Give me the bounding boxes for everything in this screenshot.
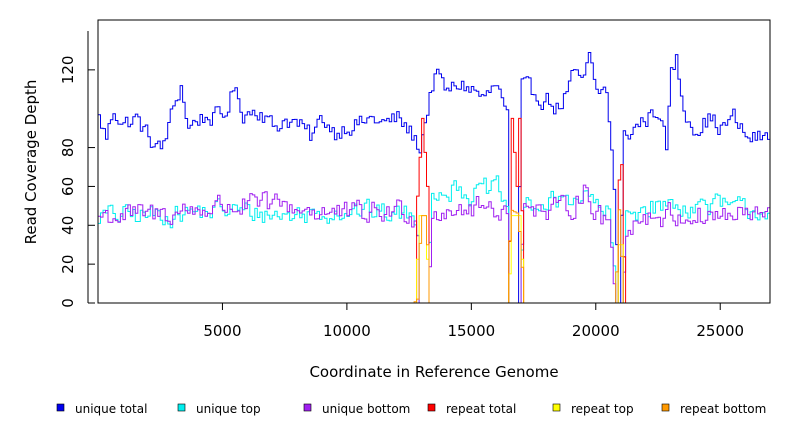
x-tick-label: 5000 (203, 322, 241, 340)
y-tick-label: 120 (59, 56, 77, 85)
y-tick-label: 80 (59, 138, 77, 157)
x-tick-label: 20000 (572, 322, 620, 340)
legend-swatch-repeat-top (552, 403, 561, 412)
x-axis: 5000 10000 15000 20000 25000 (203, 303, 744, 340)
series-repeat-bottom-line (98, 209, 770, 304)
legend-swatch-repeat-total (427, 403, 436, 412)
legend: unique total unique top unique bottom repea… (56, 402, 766, 416)
series-unique-top-line (98, 175, 771, 304)
y-axis: 0 20 40 60 80 120 (59, 31, 95, 308)
plot-frame (97, 19, 771, 304)
legend-label-unique-top: unique top (196, 402, 261, 416)
legend-label-repeat-total: repeat total (446, 402, 516, 416)
y-tick-label: 40 (59, 216, 77, 235)
series-repeat-total-line (98, 117, 770, 304)
series-layer (98, 52, 771, 304)
legend-swatch-unique-bottom (303, 403, 312, 412)
x-tick-label: 10000 (323, 322, 371, 340)
y-tick-label: 0 (59, 298, 77, 308)
x-tick-label: 25000 (696, 322, 744, 340)
legend-label-unique-bottom: unique bottom (322, 402, 410, 416)
x-tick-label: 15000 (447, 322, 495, 340)
y-axis-title: Read Coverage Depth (22, 80, 40, 245)
series-unique-bottom-line (98, 184, 771, 304)
series-unique-total-line (98, 52, 771, 304)
series-repeat-top-line (98, 215, 770, 304)
y-tick-label: 20 (59, 255, 77, 274)
legend-swatch-unique-top (177, 403, 186, 412)
x-axis-title: Coordinate in Reference Genome (309, 363, 558, 381)
legend-label-unique-total: unique total (75, 402, 147, 416)
legend-swatch-unique-total (56, 403, 65, 412)
legend-label-repeat-bottom: repeat bottom (680, 402, 766, 416)
y-tick-label: 60 (59, 177, 77, 196)
legend-label-repeat-top: repeat top (571, 402, 634, 416)
legend-swatch-repeat-bottom (661, 403, 670, 412)
